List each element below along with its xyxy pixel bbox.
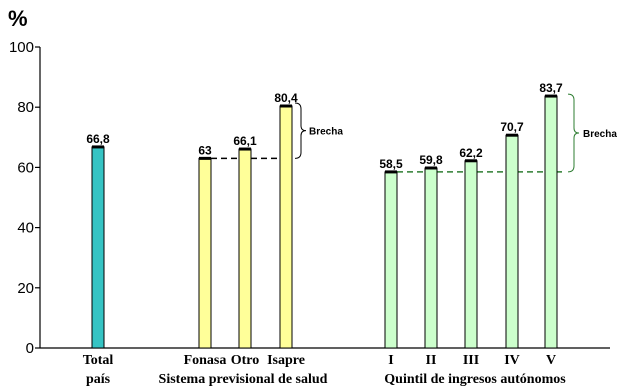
bar [424,167,438,349]
axes: 0 20 40 60 80 100 [9,39,610,357]
bar [464,160,478,349]
category-label: V [546,353,556,368]
bar [544,95,558,349]
category-label: Total [83,353,114,368]
y-tick-label: 20 [17,280,34,297]
category-label: II [426,353,437,368]
category-label: III [463,353,479,368]
bar [91,146,105,349]
bar-value-label: 70,7 [500,120,524,134]
bar [384,171,398,349]
y-tick-label: 100 [9,39,34,56]
y-axis-label: % [8,6,28,31]
bar-value-label: 80,4 [274,91,298,105]
category-label: IV [504,353,520,368]
brecha-label: Brecha [583,129,617,140]
bar-value-label: 63 [198,143,212,157]
category-label: I [388,353,393,368]
bar [198,157,212,349]
bar-value-label: 83,7 [539,81,563,95]
bar-value-label: 59,8 [419,153,443,167]
group-label: Sistema previsional de salud [159,372,328,387]
brecha-brace [567,93,580,173]
y-tick-label: 80 [17,99,34,116]
category-label: Otro [231,353,260,368]
y-tick-label: 40 [17,220,34,237]
bar-value-label: 58,5 [379,157,403,171]
bar-value-label: 62,2 [459,146,483,160]
group-label: país [86,372,111,387]
y-tick-label: 60 [17,159,34,176]
bar-value-label: 66,1 [233,134,257,148]
category-label: Isapre [267,353,305,368]
bars: 66,8 63 66,1 80,4 58,5 59,8 62,2 70,7 83,7 [86,81,563,349]
bar [505,134,519,349]
brecha-brace [294,102,307,159]
bar-value-label: 66,8 [86,132,110,146]
annotations: Brecha Brecha [211,93,617,173]
bar [238,148,252,349]
y-tick-label: 0 [26,340,34,357]
category-label: Fonasa [184,353,227,368]
group-label: Quintil de ingresos autónomos [384,372,566,387]
bar [279,105,293,349]
brecha-label: Brecha [309,127,343,138]
